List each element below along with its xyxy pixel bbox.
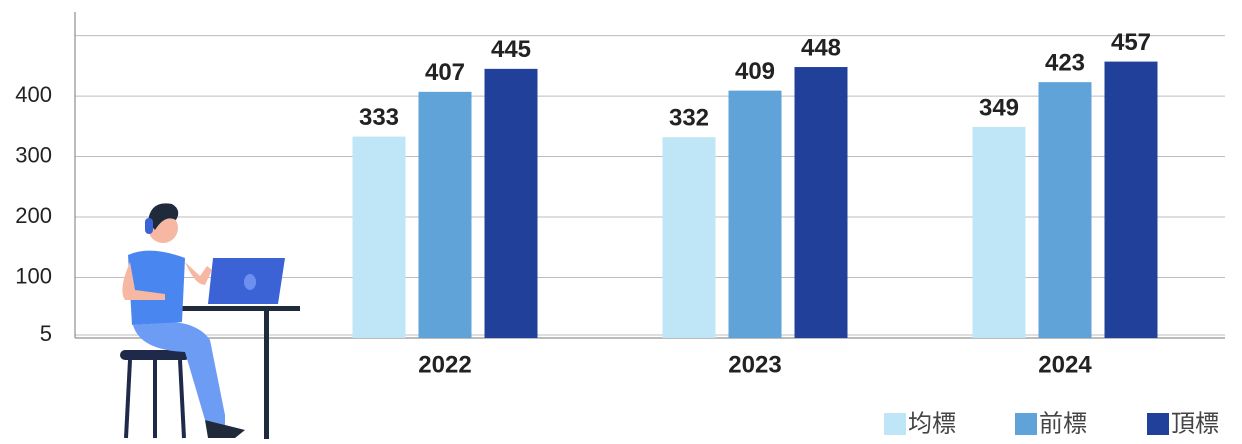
x-tick-label: 2022 xyxy=(418,351,471,378)
bar xyxy=(1104,61,1158,338)
value-label: 407 xyxy=(425,59,465,86)
value-label: 448 xyxy=(801,34,841,61)
bar xyxy=(794,67,848,338)
legend-swatch xyxy=(1147,413,1169,435)
bar xyxy=(972,126,1026,339)
legend-swatch xyxy=(884,413,906,435)
y-tick-label: 200 xyxy=(15,203,52,228)
x-tick-label: 2024 xyxy=(1038,351,1092,378)
y-tick-label: 400 xyxy=(15,82,52,107)
x-tick-label: 2023 xyxy=(728,351,781,378)
bar xyxy=(352,136,406,338)
bar xyxy=(484,68,538,339)
bar xyxy=(418,91,472,338)
y-tick-label: 100 xyxy=(15,263,52,288)
value-label: 333 xyxy=(359,104,399,131)
bar xyxy=(728,90,782,338)
legend-label: 均標 xyxy=(908,410,956,437)
legend-label: 頂標 xyxy=(1171,410,1219,437)
value-label: 423 xyxy=(1045,50,1085,77)
bar xyxy=(1038,82,1092,339)
legend-swatch xyxy=(1015,413,1037,435)
legend-label: 前標 xyxy=(1039,410,1087,437)
value-label: 409 xyxy=(735,58,775,85)
illustration xyxy=(120,203,300,439)
y-tick-label: 300 xyxy=(15,142,52,167)
value-label: 349 xyxy=(979,94,1019,121)
value-label: 445 xyxy=(491,36,531,63)
bar xyxy=(662,137,716,338)
value-label: 332 xyxy=(669,105,709,132)
y-tick-label: 5 xyxy=(40,321,52,346)
value-label: 457 xyxy=(1111,29,1151,56)
